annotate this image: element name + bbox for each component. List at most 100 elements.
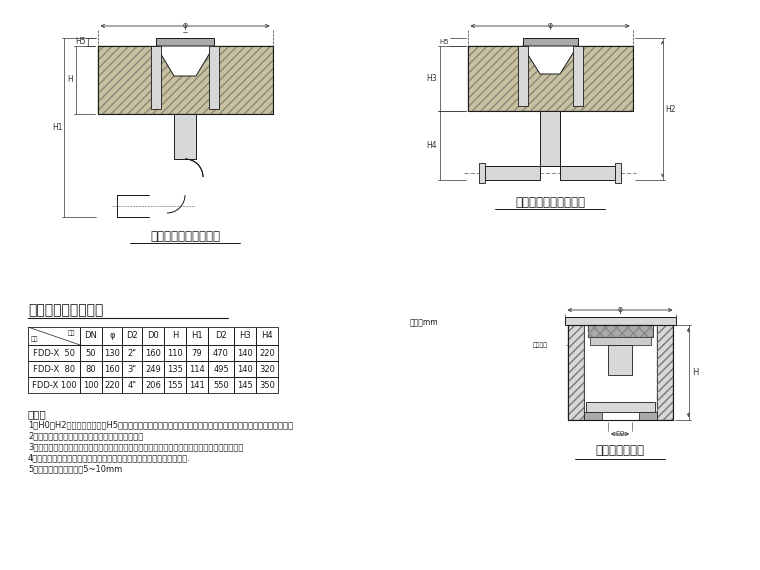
- Text: 140: 140: [237, 364, 253, 373]
- Bar: [208, 345, 234, 361]
- Text: H: H: [68, 75, 74, 84]
- Text: 79: 79: [192, 348, 202, 357]
- Bar: [587, 325, 653, 337]
- Bar: [122, 361, 142, 377]
- Bar: [102, 377, 122, 393]
- Text: H1: H1: [192, 332, 203, 340]
- Bar: [587, 325, 653, 337]
- Bar: [186, 345, 208, 361]
- Text: 2、本图尺寸均以毫米计，先安装地漏，另做地面；: 2、本图尺寸均以毫米计，先安装地漏，另做地面；: [28, 431, 143, 440]
- Bar: [608, 345, 632, 375]
- Bar: [208, 361, 234, 377]
- Bar: [467, 46, 632, 111]
- Text: FDD-X  80: FDD-X 80: [33, 364, 75, 373]
- Polygon shape: [523, 46, 578, 74]
- Text: 160: 160: [145, 348, 161, 357]
- Text: 110: 110: [167, 348, 183, 357]
- Bar: [590, 337, 651, 345]
- Text: 350: 350: [259, 381, 275, 389]
- Bar: [560, 166, 615, 180]
- Bar: [568, 325, 584, 420]
- Text: 320: 320: [259, 364, 275, 373]
- Bar: [80, 345, 102, 361]
- Bar: [142, 377, 164, 393]
- Text: H2: H2: [665, 104, 676, 113]
- Text: 密封螺盖: 密封螺盖: [612, 320, 629, 326]
- Bar: [585, 402, 654, 412]
- Text: 80: 80: [86, 364, 97, 373]
- Bar: [164, 345, 186, 361]
- Text: 3": 3": [128, 364, 137, 373]
- Bar: [122, 345, 142, 361]
- Text: H4: H4: [261, 332, 273, 340]
- Bar: [164, 361, 186, 377]
- Text: 470: 470: [213, 348, 229, 357]
- Bar: [80, 327, 102, 345]
- Text: 495: 495: [213, 364, 229, 373]
- Text: 220: 220: [104, 381, 120, 389]
- Bar: [142, 327, 164, 345]
- Bar: [208, 377, 234, 393]
- Bar: [80, 377, 102, 393]
- Bar: [142, 361, 164, 377]
- Text: 防护盖板: 防护盖板: [533, 342, 547, 348]
- Text: 3、密地漏平时处于开启状态，保证正常排水，战时处于关闭状态，防上冲击波毒气进入防护区；: 3、密地漏平时处于开启状态，保证正常排水，战时处于关闭状态，防上冲击波毒气进入防…: [28, 442, 243, 451]
- Text: 141: 141: [189, 381, 205, 389]
- Bar: [164, 377, 186, 393]
- Text: 1、H0、H2为最小埋设深度，H5为建筑面层，应由具体土建设计确定，放坡到具体设计确定地漏施工安装位置；: 1、H0、H2为最小埋设深度，H5为建筑面层，应由具体土建设计确定，放坡到具体设…: [28, 420, 293, 429]
- Text: φ: φ: [182, 22, 188, 31]
- Text: 160: 160: [104, 364, 120, 373]
- Bar: [479, 163, 485, 183]
- Text: D2: D2: [126, 332, 138, 340]
- Bar: [256, 345, 278, 361]
- Text: 50: 50: [86, 348, 97, 357]
- Text: H: H: [692, 368, 698, 377]
- Bar: [28, 361, 80, 377]
- Text: 550: 550: [213, 381, 229, 389]
- Bar: [102, 361, 122, 377]
- Bar: [97, 46, 273, 114]
- Text: 145: 145: [237, 381, 253, 389]
- Text: 249: 249: [145, 364, 161, 373]
- Bar: [97, 46, 273, 114]
- Polygon shape: [156, 46, 214, 76]
- Bar: [256, 377, 278, 393]
- Bar: [234, 377, 256, 393]
- Bar: [151, 46, 161, 109]
- Bar: [256, 327, 278, 345]
- Text: 4": 4": [128, 381, 137, 389]
- Bar: [97, 46, 273, 114]
- Bar: [208, 327, 234, 345]
- Text: 防爆地漏安装图（一）: 防爆地漏安装图（一）: [150, 230, 220, 242]
- Bar: [234, 345, 256, 361]
- Bar: [657, 325, 673, 420]
- Bar: [657, 325, 673, 420]
- Bar: [186, 327, 208, 345]
- Text: 220: 220: [259, 348, 275, 357]
- Text: 206: 206: [145, 381, 161, 389]
- Bar: [122, 327, 142, 345]
- Text: H5: H5: [75, 38, 86, 47]
- Bar: [142, 345, 164, 361]
- Text: φ: φ: [547, 22, 553, 31]
- Bar: [467, 46, 632, 111]
- Bar: [122, 377, 142, 393]
- Text: φ: φ: [617, 306, 622, 315]
- Text: H4: H4: [426, 141, 437, 150]
- Text: 155: 155: [167, 381, 183, 389]
- Text: 单位：mm: 单位：mm: [410, 319, 438, 328]
- Bar: [256, 361, 278, 377]
- Bar: [186, 361, 208, 377]
- Bar: [28, 345, 80, 361]
- Bar: [209, 46, 219, 109]
- Bar: [584, 412, 601, 420]
- Text: H3: H3: [239, 332, 251, 340]
- Text: D2: D2: [215, 332, 227, 340]
- Text: D0: D0: [147, 332, 159, 340]
- Bar: [568, 325, 584, 420]
- Bar: [638, 412, 657, 420]
- Text: 防爆地漏构造图: 防爆地漏构造图: [596, 443, 644, 457]
- Text: FDD-X  50: FDD-X 50: [33, 348, 75, 357]
- Text: FDD-X 100: FDD-X 100: [32, 381, 76, 389]
- Text: 135: 135: [167, 364, 183, 373]
